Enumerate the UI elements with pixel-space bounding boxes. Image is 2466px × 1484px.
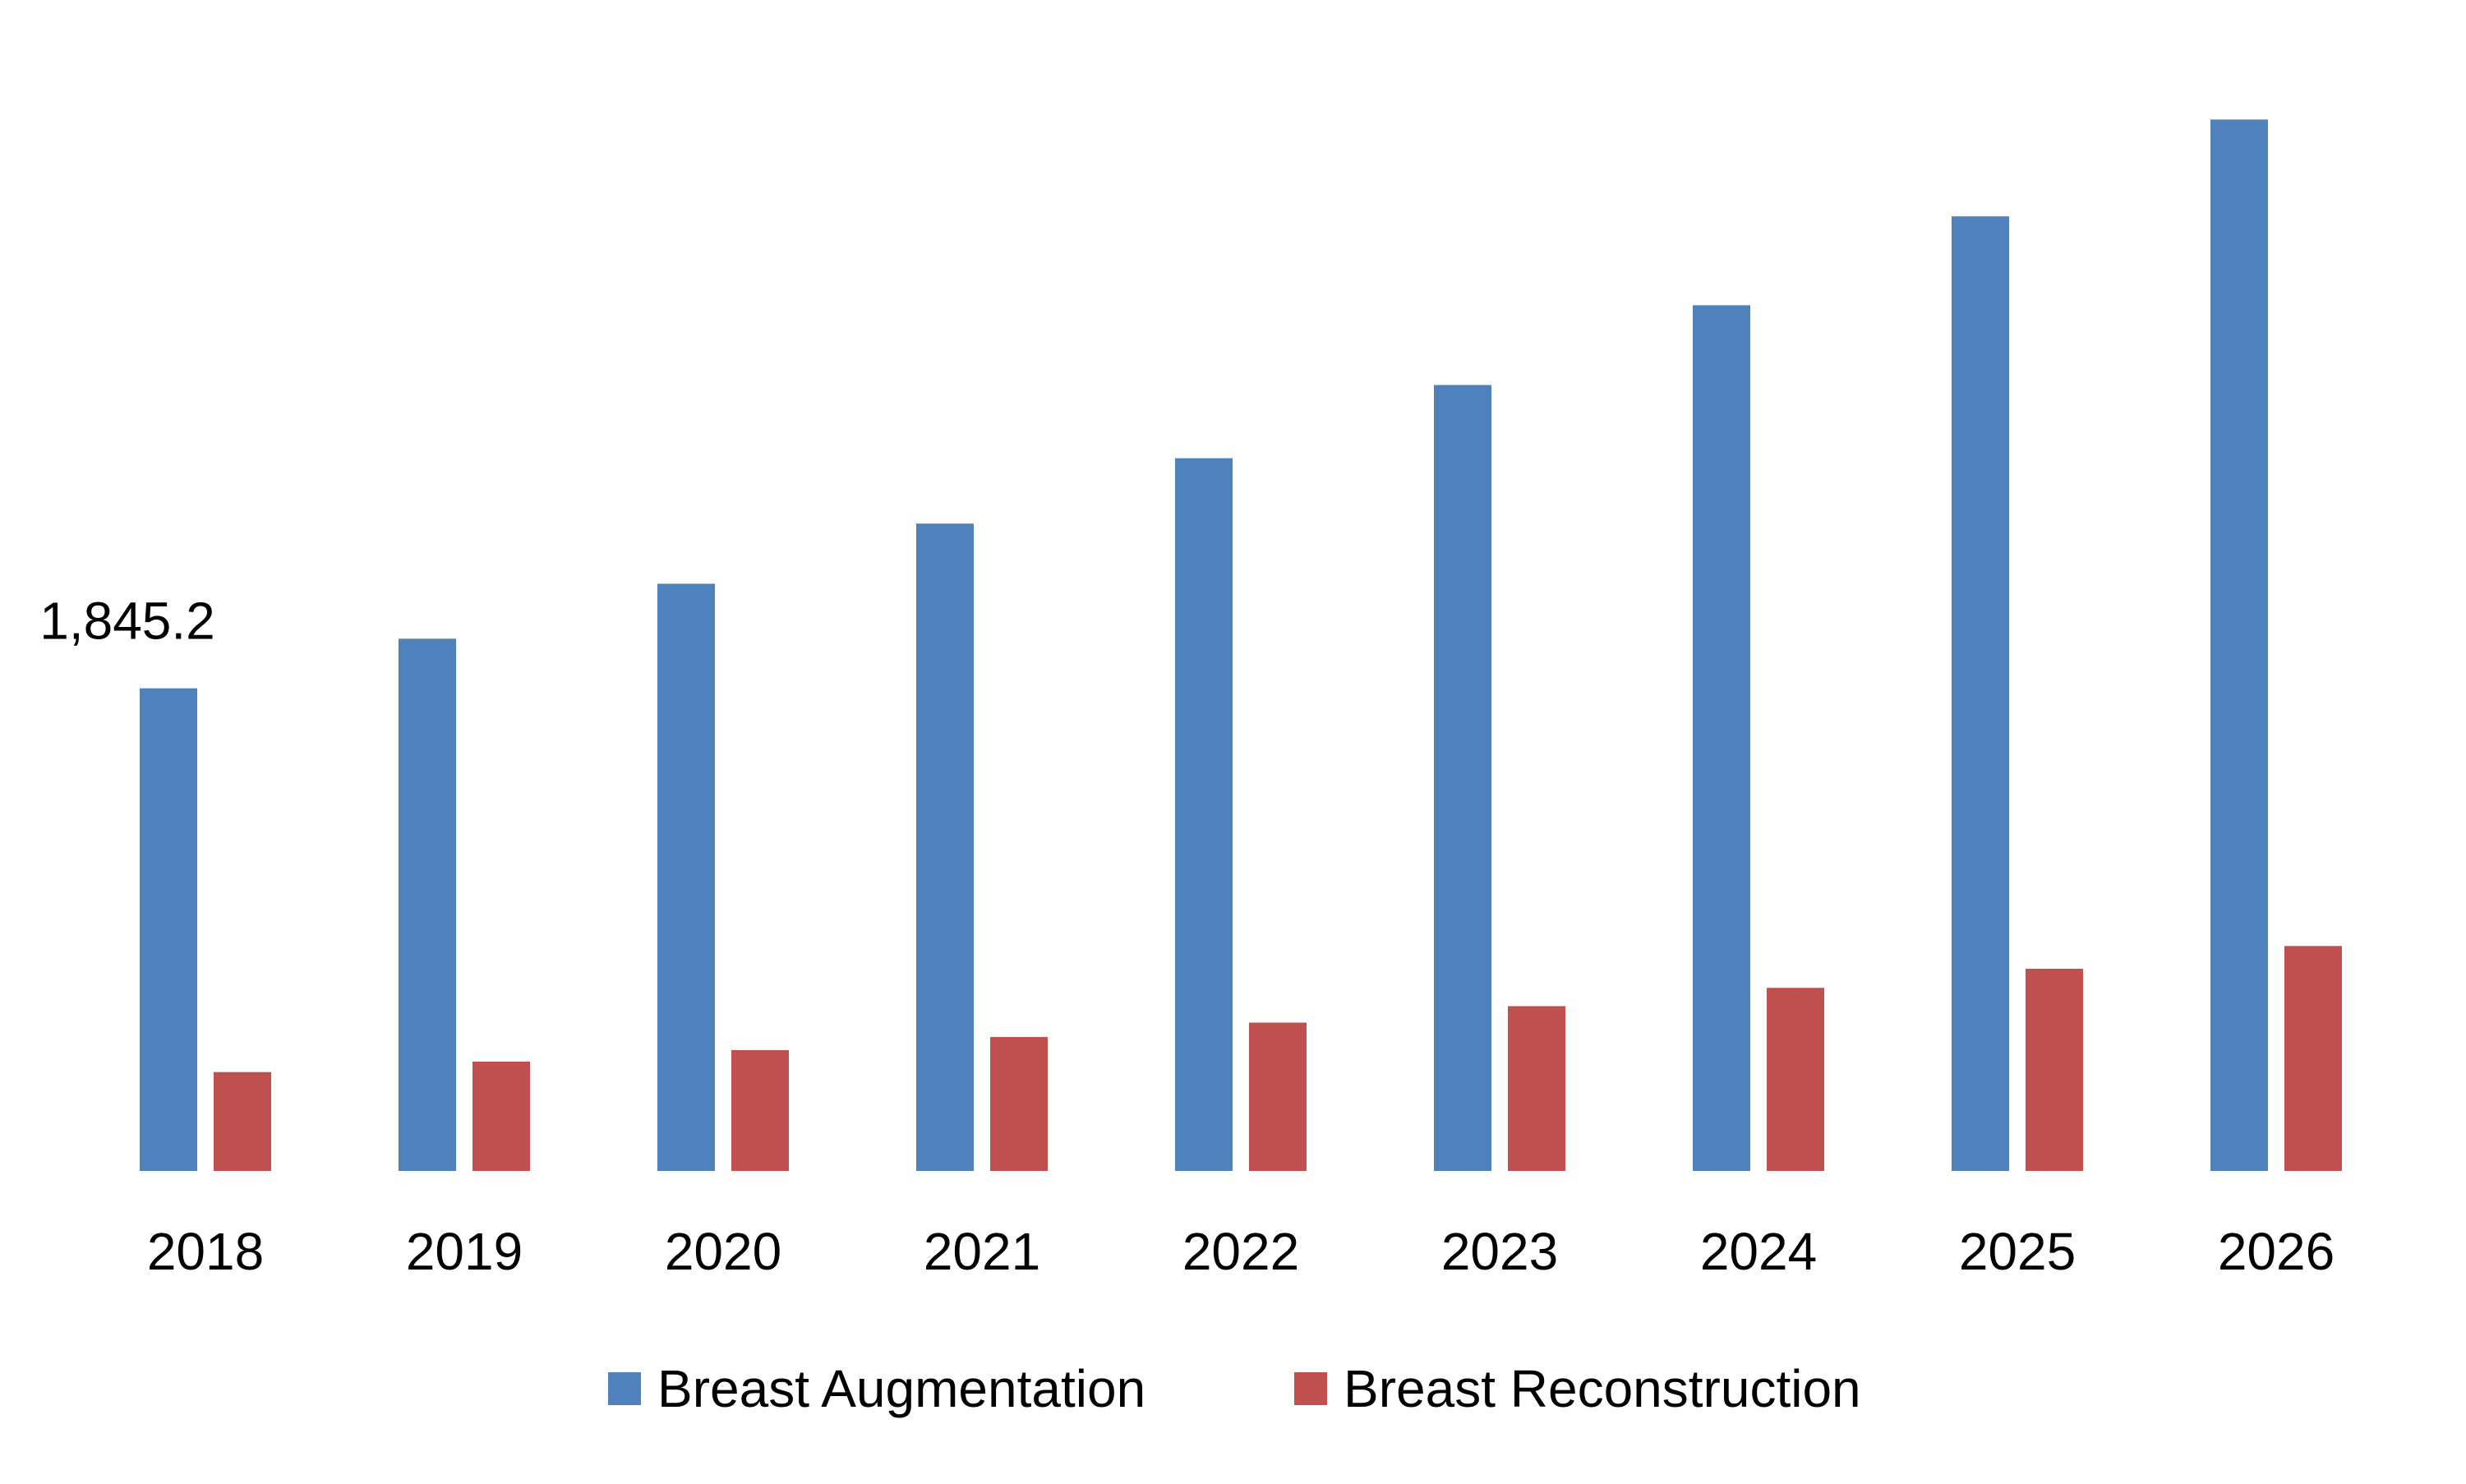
bar-breast-reconstruction-2020	[731, 1049, 789, 1171]
x-tick-label-2018: 2018	[147, 1222, 264, 1281]
bar-breast-augmentation-2018	[140, 688, 197, 1171]
legend: Breast Augmentation Breast Reconstruction	[608, 1359, 1861, 1418]
x-tick-label-2021: 2021	[924, 1222, 1040, 1281]
bar-breast-reconstruction-2019	[472, 1061, 530, 1171]
bar-breast-reconstruction-2024	[1767, 988, 1824, 1171]
x-axis-ticks: 2018 2019 2020 2021 2022 2023 2024 2025 2026	[147, 1222, 2335, 1281]
bar-breast-reconstruction-2023	[1508, 1006, 1565, 1171]
labels-layer: 1,845.2	[39, 592, 215, 651]
bar-breast-augmentation-2021	[916, 523, 974, 1171]
bar-breast-reconstruction-2025	[2026, 968, 2083, 1171]
legend-swatch-breast-augmentation	[608, 1372, 641, 1405]
x-tick-label-2023: 2023	[1441, 1222, 1558, 1281]
legend-swatch-breast-reconstruction	[1294, 1372, 1327, 1405]
bar-breast-reconstruction-2018	[214, 1072, 271, 1171]
x-tick-label-2022: 2022	[1182, 1222, 1299, 1281]
legend-item-breast-augmentation: Breast Augmentation	[608, 1359, 1145, 1418]
bar-breast-augmentation-2020	[657, 583, 715, 1171]
bar-breast-reconstruction-2026	[2284, 946, 2342, 1171]
x-tick-label-2025: 2025	[1959, 1222, 2076, 1281]
bar-breast-reconstruction-2021	[990, 1037, 1048, 1171]
bar-breast-augmentation-2019	[399, 638, 456, 1171]
legend-label-breast-reconstruction: Breast Reconstruction	[1344, 1359, 1861, 1418]
bar-breast-augmentation-2023	[1434, 385, 1491, 1171]
bar-breast-augmentation-2026	[2210, 119, 2268, 1172]
x-tick-label-2024: 2024	[1700, 1222, 1817, 1281]
bar-breast-augmentation-2022	[1175, 458, 1233, 1171]
legend-label-breast-augmentation: Breast Augmentation	[657, 1359, 1145, 1418]
bar-breast-augmentation-2024	[1693, 305, 1750, 1172]
bar-breast-reconstruction-2022	[1249, 1022, 1307, 1171]
x-tick-label-2019: 2019	[406, 1222, 523, 1281]
bars-layer	[140, 119, 2342, 1172]
x-tick-label-2020: 2020	[665, 1222, 781, 1281]
bar-breast-augmentation-2025	[1952, 216, 2009, 1172]
x-tick-label-2026: 2026	[2218, 1222, 2335, 1281]
data-label-breast-augmentation-2018: 1,845.2	[39, 592, 215, 651]
legend-item-breast-reconstruction: Breast Reconstruction	[1294, 1359, 1861, 1418]
